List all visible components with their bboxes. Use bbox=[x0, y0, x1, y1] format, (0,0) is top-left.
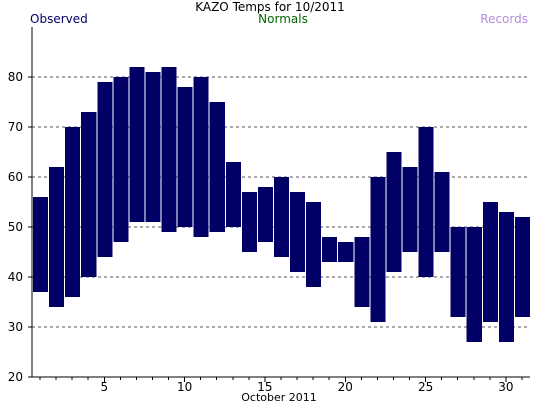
bar-day-18 bbox=[306, 202, 322, 287]
y-tick-label-80: 80 bbox=[8, 70, 23, 84]
bar-day-14 bbox=[241, 192, 257, 252]
bar-day-24 bbox=[402, 167, 418, 252]
legend-records: Records bbox=[480, 12, 528, 26]
bar-day-10 bbox=[177, 87, 193, 227]
y-ticks: 20 30 40 50 60 70 80 bbox=[8, 70, 32, 384]
y-tick-label-20: 20 bbox=[8, 370, 23, 384]
x-axis-label: October 2011 bbox=[241, 391, 317, 404]
x-tick-label-25: 25 bbox=[418, 380, 433, 394]
bar-day-5 bbox=[97, 82, 113, 257]
bars bbox=[33, 67, 530, 342]
chart-title: KAZO Temps for 10/2011 bbox=[195, 0, 345, 14]
bar-day-27 bbox=[450, 227, 466, 317]
bar-day-9 bbox=[161, 67, 177, 232]
bar-day-30 bbox=[498, 212, 514, 342]
bar-day-31 bbox=[514, 217, 530, 317]
bar-day-13 bbox=[225, 162, 241, 227]
bar-day-12 bbox=[209, 102, 225, 232]
x-tick-label-30: 30 bbox=[498, 380, 513, 394]
bar-day-28 bbox=[466, 227, 482, 342]
bar-day-21 bbox=[354, 237, 370, 307]
y-tick-label-60: 60 bbox=[8, 170, 23, 184]
bar-day-16 bbox=[273, 177, 290, 257]
x-tick-label-10: 10 bbox=[177, 380, 192, 394]
y-tick-label-30: 30 bbox=[8, 320, 23, 334]
bar-day-15 bbox=[257, 187, 273, 242]
bar-day-23 bbox=[386, 152, 402, 272]
bar-day-1 bbox=[33, 197, 49, 292]
bar-day-20 bbox=[338, 242, 354, 262]
legend-observed: Observed bbox=[30, 12, 88, 26]
bar-day-6 bbox=[113, 77, 129, 242]
legend-normals: Normals bbox=[258, 12, 308, 26]
bar-day-4 bbox=[81, 112, 97, 277]
x-tick-label-20: 20 bbox=[338, 380, 353, 394]
bar-day-3 bbox=[65, 127, 81, 297]
y-tick-label-70: 70 bbox=[8, 120, 23, 134]
bar-day-25 bbox=[418, 127, 434, 277]
bar-day-22 bbox=[370, 177, 386, 322]
bar-day-17 bbox=[290, 192, 306, 272]
bar-day-7 bbox=[129, 67, 145, 222]
bar-day-26 bbox=[434, 172, 450, 252]
bar-day-11 bbox=[193, 77, 209, 237]
bar-day-8 bbox=[145, 72, 161, 222]
x-ticks: 5 10 15 20 25 30 bbox=[39, 377, 523, 394]
y-tick-label-40: 40 bbox=[8, 270, 23, 284]
bar-day-29 bbox=[482, 202, 498, 322]
bar-day-19 bbox=[322, 237, 338, 262]
y-tick-label-50: 50 bbox=[8, 220, 23, 234]
x-tick-label-5: 5 bbox=[100, 380, 108, 394]
x-tick-label-15: 15 bbox=[257, 380, 272, 394]
bar-day-2 bbox=[49, 167, 65, 307]
